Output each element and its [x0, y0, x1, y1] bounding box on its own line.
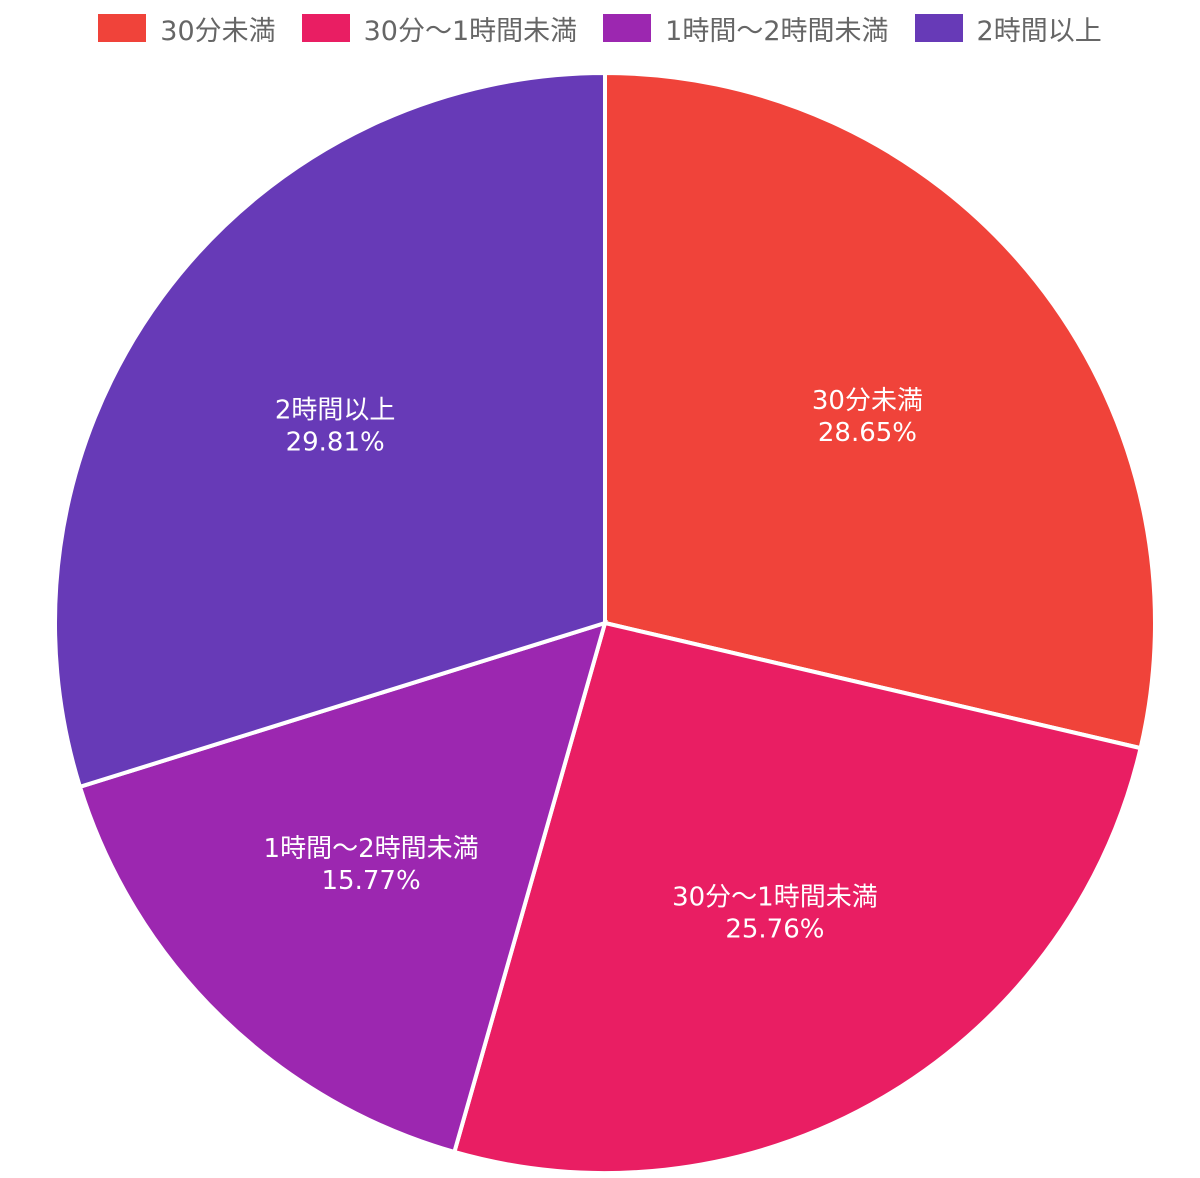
legend-label: 1時間〜2時間未満	[665, 15, 889, 47]
slice-value-label: 15.77%	[322, 866, 421, 896]
slice-value-label: 28.65%	[818, 418, 917, 448]
legend-swatch	[603, 14, 652, 42]
legend-swatch	[914, 14, 963, 42]
pie-slice[interactable]	[77, 619, 608, 1155]
legend-item[interactable]: 30分未満	[98, 9, 276, 48]
slice-value-label: 25.76%	[725, 915, 824, 945]
legend-label: 30分〜1時間未満	[363, 15, 578, 47]
legend-label: 2時間以上	[976, 15, 1102, 47]
pie-slice[interactable]	[451, 620, 1143, 1175]
legend-label: 30分未満	[160, 15, 276, 47]
slice-category-label: 1時間〜2時間未満	[264, 834, 479, 864]
slice-value-label: 29.81%	[286, 428, 385, 458]
pie-slice[interactable]	[53, 70, 607, 790]
chart-legend: 30分未満 30分〜1時間未満 1時間〜2時間未満 2時間以上	[0, 8, 1200, 48]
slice-category-label: 2時間以上	[275, 396, 396, 426]
pie-slice[interactable]	[603, 70, 1157, 751]
legend-item[interactable]: 2時間以上	[914, 9, 1102, 48]
slice-category-label: 30分未満	[812, 386, 923, 416]
slice-category-label: 30分〜1時間未満	[672, 883, 878, 913]
legend-item[interactable]: 1時間〜2時間未満	[603, 9, 889, 48]
pie-slices	[53, 70, 1157, 1175]
legend-swatch	[301, 14, 350, 42]
legend-swatch	[98, 14, 147, 42]
legend-item[interactable]: 30分〜1時間未満	[301, 9, 578, 48]
